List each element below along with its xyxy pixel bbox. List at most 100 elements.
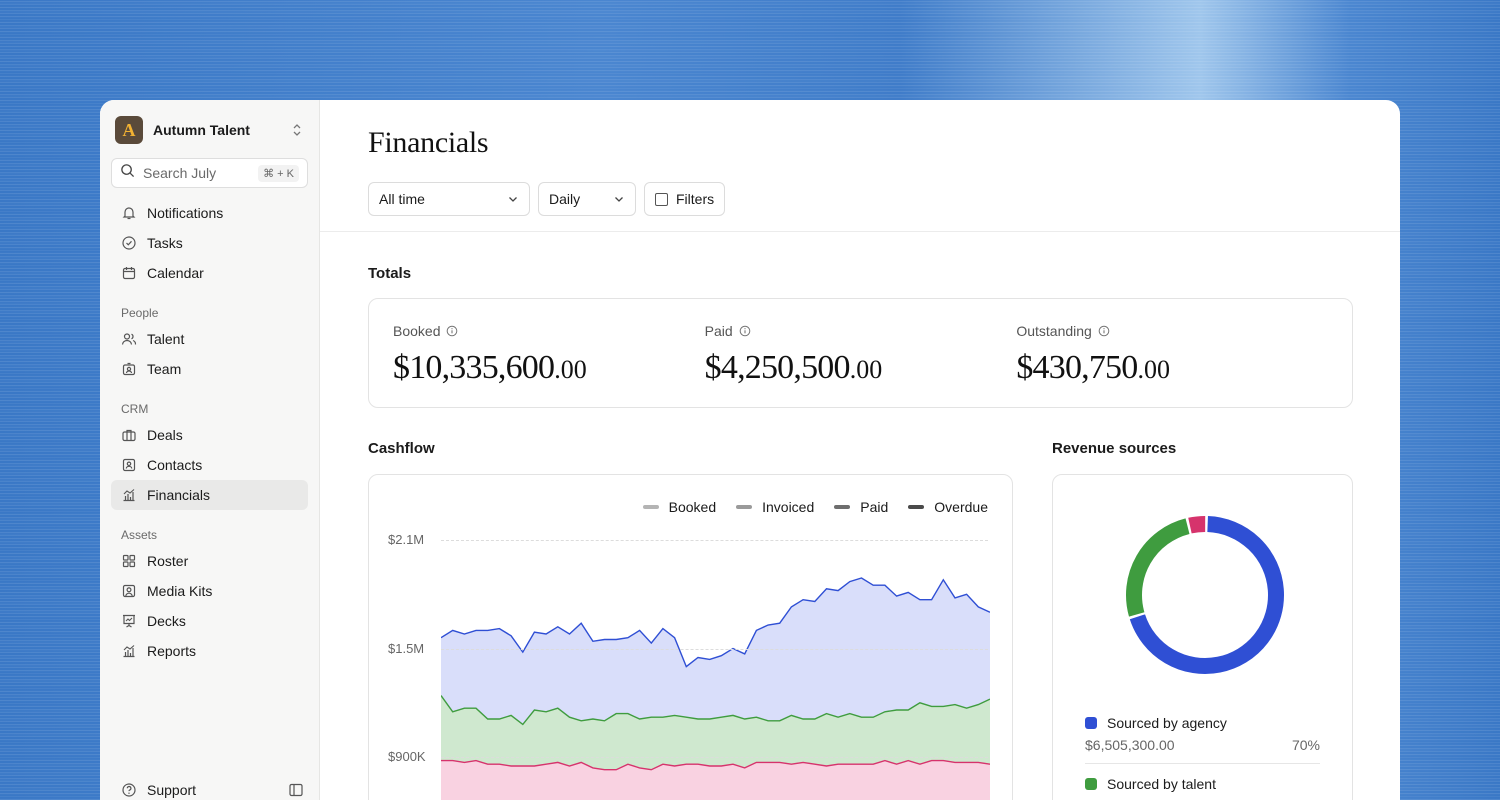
sidebar-item-label: Calendar (147, 265, 204, 281)
cashflow-legend: Booked Invoiced Paid Overdue (642, 499, 988, 515)
total-paid-value: $4,250,500.00 (705, 349, 1017, 387)
legend-swatch (834, 505, 851, 509)
area-overdue (441, 760, 990, 800)
revenue-item-label: Sourced by talent (1107, 776, 1216, 792)
y-tick-label: $900K (388, 749, 426, 764)
section-label-assets: Assets (121, 528, 158, 542)
total-outstanding-label: Outstanding (1016, 323, 1092, 339)
filters-button[interactable]: Filters (644, 182, 726, 216)
sidebar: A Autumn Talent ⌘ + K Notifications Task… (100, 100, 320, 800)
revenue-item-label: Sourced by agency (1107, 715, 1227, 731)
total-booked-cents: .00 (554, 355, 587, 384)
total-booked: Booked $10,335,600.00 (393, 299, 705, 407)
series-line-paid (441, 695, 990, 726)
total-booked-label: Booked (393, 323, 441, 339)
help-circle-icon (122, 783, 136, 797)
workspace-name: Autumn Talent (153, 122, 250, 138)
sidebar-item-team[interactable]: Team (111, 354, 308, 384)
sidebar-item-label: Deals (147, 427, 183, 443)
legend-swatch (642, 505, 659, 509)
sidebar-item-label: Financials (147, 487, 211, 503)
total-paid-label: Paid (704, 323, 733, 339)
sidebar-item-reports[interactable]: Reports (111, 636, 308, 666)
legend-paid[interactable]: Paid (834, 499, 888, 515)
series-line-overdue (441, 759, 990, 771)
totals-card: Booked $10,335,600.00 Paid $4,250,500.00… (368, 298, 1353, 408)
sidebar-footer: Support (111, 775, 308, 800)
total-label: Outstanding (1016, 323, 1328, 339)
sidebar-item-notifications[interactable]: Notifications (111, 198, 308, 228)
chevron-down-icon (509, 197, 517, 202)
total-outstanding: Outstanding $430,750.00 (1016, 299, 1328, 407)
report-chart-icon (123, 645, 135, 658)
legend-label: Booked (668, 499, 717, 515)
section-label-people: People (121, 306, 159, 320)
time-range-value: All time (379, 191, 425, 207)
donut-slice-0[interactable] (1129, 516, 1284, 674)
sidebar-item-support[interactable]: Support (111, 775, 284, 800)
search-box[interactable]: ⌘ + K (111, 158, 308, 188)
sidebar-item-label: Decks (147, 613, 186, 629)
legend-swatch (736, 505, 753, 509)
workspace-logo: A (115, 116, 143, 144)
sidebar-item-label: Talent (147, 331, 185, 347)
info-icon[interactable] (1098, 325, 1110, 337)
revenue-donut (1123, 513, 1287, 677)
legend-invoiced[interactable]: Invoiced (736, 499, 814, 515)
chevron-up-down-icon (290, 123, 304, 138)
search-input[interactable] (143, 165, 251, 181)
total-paid-whole: $4,250,500 (704, 349, 851, 386)
sidebar-item-media-kits[interactable]: Media Kits (111, 576, 308, 606)
donut-slice-2[interactable] (1188, 515, 1206, 534)
filters-label: Filters (676, 191, 715, 207)
portrait-icon (122, 584, 136, 598)
nav-main: Notifications Tasks Calendar People Tale… (111, 198, 308, 666)
sidebar-item-contacts[interactable]: Contacts (111, 450, 308, 480)
sidebar-item-deals[interactable]: Deals (111, 420, 308, 450)
checkbox-icon (655, 192, 668, 206)
sidebar-item-label: Reports (147, 643, 197, 659)
workspace-switcher[interactable]: A Autumn Talent (111, 114, 308, 146)
grid-icon (122, 554, 136, 568)
legend-overdue[interactable]: Overdue (908, 499, 988, 515)
check-circle-icon (122, 236, 136, 250)
app-window: A Autumn Talent ⌘ + K Notifications Task… (100, 100, 1400, 800)
time-range-select[interactable]: All time (368, 182, 530, 216)
legend-dot (1085, 778, 1097, 790)
sidebar-toggle-icon (289, 783, 303, 797)
sidebar-item-decks[interactable]: Decks (111, 606, 308, 636)
y-tick-label: $2.1M (388, 532, 425, 547)
users-icon (121, 333, 137, 345)
sidebar-item-roster[interactable]: Roster (111, 546, 308, 576)
sidebar-item-label: Team (147, 361, 182, 377)
legend-label: Invoiced (762, 499, 815, 515)
contact-card-icon (122, 458, 136, 472)
sidebar-item-calendar[interactable]: Calendar (111, 258, 308, 288)
series-line-booked (441, 577, 990, 668)
revenue-legend: Sourced by agency $6,505,300.00 70% Sourc… (1085, 715, 1320, 800)
sidebar-item-financials[interactable]: Financials (111, 480, 308, 510)
revenue-title: Revenue sources (1052, 440, 1177, 457)
sidebar-item-label: Media Kits (147, 583, 213, 599)
period-select[interactable]: Daily (538, 182, 636, 216)
donut-slice-1[interactable] (1126, 518, 1190, 617)
info-icon[interactable] (739, 325, 751, 337)
search-shortcut: ⌘ + K (258, 164, 299, 182)
sidebar-item-label: Roster (147, 553, 189, 569)
id-badge-icon (122, 362, 136, 376)
legend-booked[interactable]: Booked (642, 499, 717, 515)
totals-title: Totals (368, 265, 412, 282)
bar-chart-icon (123, 489, 135, 502)
total-outstanding-value: $430,750.00 (1016, 349, 1328, 387)
cashflow-card: Booked Invoiced Paid Overdue $2.1M $1.5M… (368, 474, 1013, 800)
legend-label: Overdue (934, 499, 988, 515)
search-icon (120, 163, 135, 183)
section-label-crm: CRM (121, 402, 149, 416)
sidebar-collapse-button[interactable] (284, 778, 308, 800)
bell-icon (122, 207, 136, 220)
revenue-item-percent: 70% (1291, 737, 1320, 753)
total-paid-cents: .00 (849, 355, 883, 384)
info-icon[interactable] (446, 325, 458, 337)
sidebar-item-tasks[interactable]: Tasks (111, 228, 308, 258)
sidebar-item-talent[interactable]: Talent (111, 324, 308, 354)
